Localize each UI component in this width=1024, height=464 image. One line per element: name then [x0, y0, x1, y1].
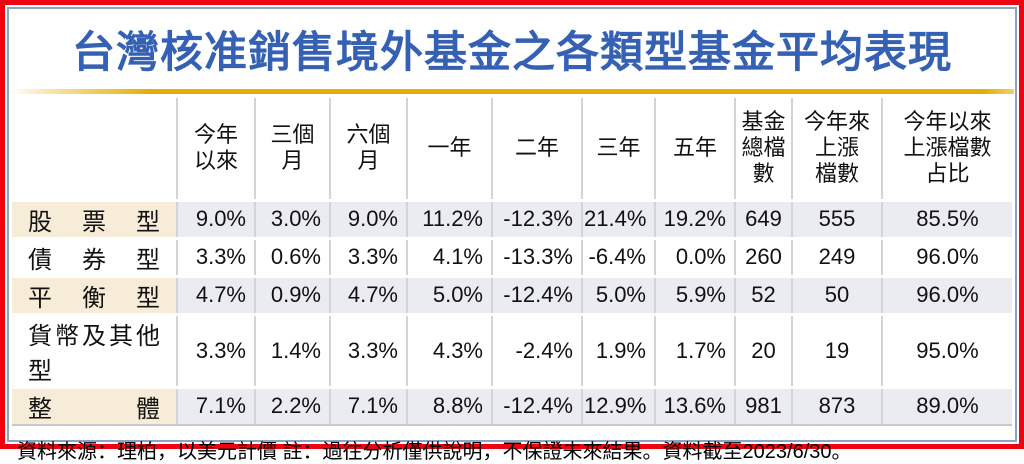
table-cell: 8.8%: [407, 385, 493, 426]
table-cell: 3.3%: [177, 312, 256, 387]
fund-performance-table: 今年 以來 三個 月 六個 月 一年 二年 三年 五年 基金 總檔 數 今年來 …: [12, 98, 1012, 426]
table-cell: 981: [735, 385, 793, 426]
table-cell: 50: [792, 274, 883, 314]
table-cell: 1.7%: [655, 312, 736, 387]
table-cell: 4.3%: [407, 312, 493, 387]
table-cell: 2.2%: [255, 385, 331, 426]
table-cell: -6.4%: [582, 236, 656, 276]
column-header-rising-funds: 今年來 上漲 檔數: [792, 98, 883, 200]
table-cell: 9.0%: [177, 198, 256, 238]
table-cell: 9.0%: [330, 198, 408, 238]
table-cell: 19: [792, 312, 883, 387]
table-cell: 13.6%: [655, 385, 736, 426]
table-cell: 0.9%: [255, 274, 331, 314]
table-cell: -12.4%: [492, 385, 583, 426]
table-cell: 3.0%: [255, 198, 331, 238]
table-cell: -13.3%: [492, 236, 583, 276]
table-cell: 5.0%: [407, 274, 493, 314]
table-cell: 12.9%: [582, 385, 656, 426]
content-panel: 台灣核准銷售境外基金之各類型基金平均表現 今年 以來 三個 月 六個 月 一年 …: [7, 7, 1017, 463]
table-cell: 7.1%: [330, 385, 408, 426]
table-row-balanced: 平衡型 4.7% 0.9% 4.7% 5.0% -12.4% 5.0% 5.9%…: [12, 274, 1012, 314]
table-row-equity: 股票型 9.0% 3.0% 9.0% 11.2% -12.3% 21.4% 19…: [12, 198, 1012, 238]
table-cell: 11.2%: [407, 198, 493, 238]
page-title: 台灣核准銷售境外基金之各類型基金平均表現: [72, 29, 952, 77]
table-cell: 555: [792, 198, 883, 238]
table-cell: 1.4%: [255, 312, 331, 387]
table-cell: 19.2%: [655, 198, 736, 238]
table-cell: 260: [735, 236, 793, 276]
table-cell: 96.0%: [882, 274, 1012, 314]
gold-divider: [10, 89, 1014, 94]
column-header-3m: 三個 月: [255, 98, 331, 200]
title-bar: 台灣核准銷售境外基金之各類型基金平均表現: [9, 9, 1015, 89]
table-cell: 20: [735, 312, 793, 387]
table-cell: 4.7%: [177, 274, 256, 314]
table-row-bond: 債券型 3.3% 0.6% 3.3% 4.1% -13.3% -6.4% 0.0…: [12, 236, 1012, 276]
table-cell: 5.9%: [655, 274, 736, 314]
row-label: 平衡型: [12, 274, 178, 314]
table-cell: 3.3%: [177, 236, 256, 276]
column-header-2y: 二年: [492, 98, 583, 200]
table-cell: 873: [792, 385, 883, 426]
table-cell: 52: [735, 274, 793, 314]
table-cell: 7.1%: [177, 385, 256, 426]
table-cell: 21.4%: [582, 198, 656, 238]
column-header-3y: 三年: [582, 98, 656, 200]
header-row: 今年 以來 三個 月 六個 月 一年 二年 三年 五年 基金 總檔 數 今年來 …: [12, 98, 1012, 200]
row-label: 整體: [12, 385, 178, 426]
table-cell: -12.4%: [492, 274, 583, 314]
table-cell: 4.1%: [407, 236, 493, 276]
table-cell: 3.3%: [330, 312, 408, 387]
row-label: 債券型: [12, 236, 178, 276]
corner-cell: [12, 98, 178, 200]
row-label: 股票型: [12, 198, 178, 238]
table-cell: 0.0%: [655, 236, 736, 276]
row-label: 貨幣及其他型: [12, 312, 178, 387]
column-header-rising-ratio: 今年以來 上漲檔數 占比: [882, 98, 1012, 200]
column-header-1y: 一年: [407, 98, 493, 200]
table-cell: 249: [792, 236, 883, 276]
table-cell: 0.6%: [255, 236, 331, 276]
table-cell: -12.3%: [492, 198, 583, 238]
table-cell: 85.5%: [882, 198, 1012, 238]
table-cell: 1.9%: [582, 312, 656, 387]
column-header-5y: 五年: [655, 98, 736, 200]
table-row-money-other: 貨幣及其他型 3.3% 1.4% 3.3% 4.3% -2.4% 1.9% 1.…: [12, 312, 1012, 387]
table-cell: -2.4%: [492, 312, 583, 387]
table-cell: 4.7%: [330, 274, 408, 314]
table-cell: 89.0%: [882, 385, 1012, 426]
column-header-ytd: 今年 以來: [177, 98, 256, 200]
table-cell: 3.3%: [330, 236, 408, 276]
table-cell: 649: [735, 198, 793, 238]
table-cell: 96.0%: [882, 236, 1012, 276]
table-cell: 5.0%: [582, 274, 656, 314]
column-header-total-funds: 基金 總檔 數: [735, 98, 793, 200]
table-cell: 95.0%: [882, 312, 1012, 387]
column-header-6m: 六個 月: [330, 98, 408, 200]
table-row-overall: 整體 7.1% 2.2% 7.1% 8.8% -12.4% 12.9% 13.6…: [12, 385, 1012, 426]
source-note: 資料來源：理柏，以美元計價 註：過往分析僅供說明，不保證未來結果。資料截至202…: [17, 440, 852, 463]
